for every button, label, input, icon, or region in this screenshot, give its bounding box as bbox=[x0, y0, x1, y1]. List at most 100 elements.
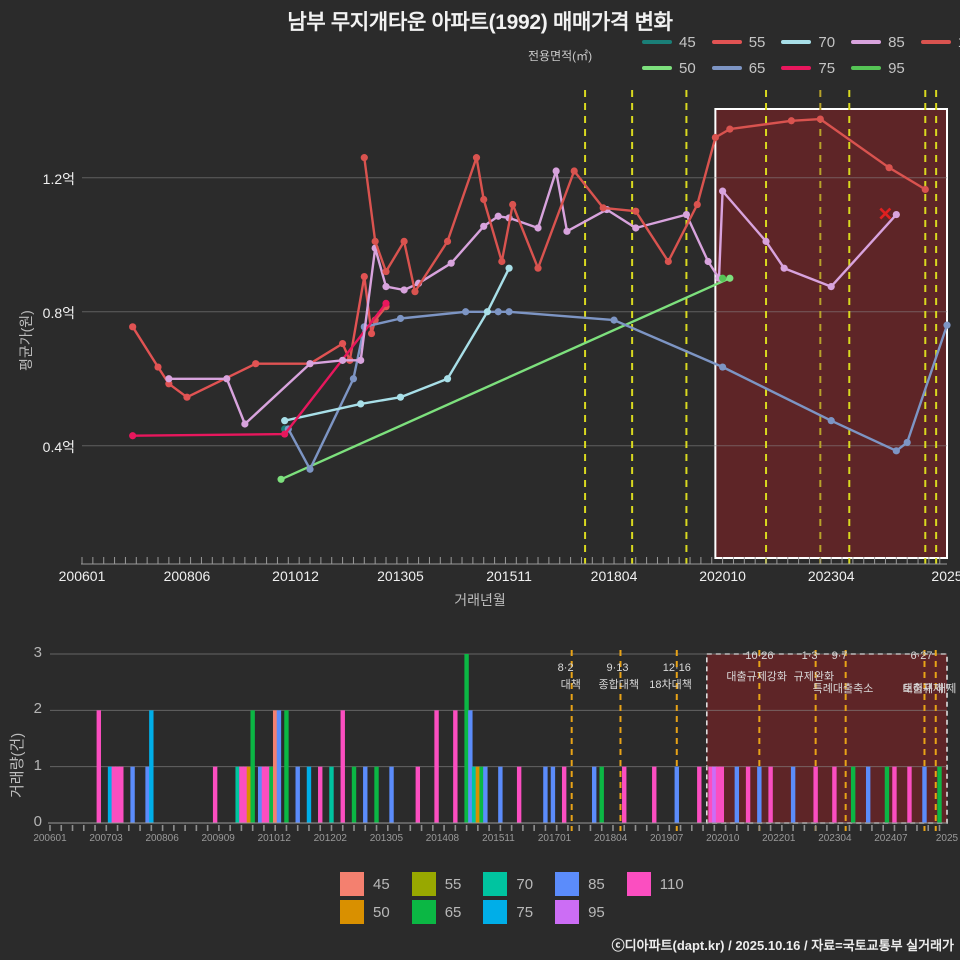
data-point bbox=[711, 133, 719, 142]
top-legend: 전용면적(㎡) 45 55 70 85 110 50 65 75 95 bbox=[528, 28, 960, 82]
volume-bar bbox=[865, 766, 871, 823]
volume-bar bbox=[745, 766, 751, 823]
data-point bbox=[480, 222, 488, 230]
volume-bar bbox=[212, 766, 218, 823]
data-point bbox=[357, 400, 365, 408]
x-axis-tick: 202010 bbox=[706, 833, 740, 844]
top-legend-item-75[interactable]: 75 bbox=[781, 60, 835, 77]
volume-bar bbox=[272, 710, 278, 823]
x-axis-tick: 201804 bbox=[593, 833, 628, 844]
data-point bbox=[570, 167, 578, 175]
data-point bbox=[494, 308, 502, 316]
volume-bar bbox=[622, 766, 627, 823]
volume-bar bbox=[757, 766, 762, 823]
event-date-label: 9·7 bbox=[831, 650, 848, 662]
volume-bar bbox=[471, 766, 477, 823]
series-65 bbox=[284, 308, 951, 473]
bottom-legend-item-45[interactable]: 45 bbox=[340, 872, 390, 896]
y-axis-tick: 1.2억 bbox=[42, 170, 75, 187]
top-legend-item-110[interactable]: 110 bbox=[920, 34, 960, 51]
bottom-legend-item-70[interactable]: 70 bbox=[483, 872, 533, 896]
bottom-legend-row-2: 50 65 75 95 bbox=[340, 900, 627, 924]
data-point bbox=[400, 286, 408, 294]
data-point bbox=[599, 204, 607, 212]
data-point bbox=[252, 360, 260, 368]
series-line bbox=[363, 117, 927, 293]
y-axis-title: 거래량(건) bbox=[9, 732, 26, 798]
bottom-legend-item-55[interactable]: 55 bbox=[411, 872, 461, 896]
bottom-legend-item-85[interactable]: 85 bbox=[555, 872, 605, 896]
bottom-legend-item-75[interactable]: 75 bbox=[483, 900, 533, 924]
data-point bbox=[472, 154, 481, 162]
top-legend-item-65[interactable]: 65 bbox=[711, 60, 765, 77]
data-point bbox=[447, 259, 455, 267]
x-axis-tick: 200909 bbox=[201, 833, 235, 844]
highlight-region bbox=[714, 108, 949, 559]
volume-bar bbox=[434, 710, 439, 823]
data-point bbox=[682, 210, 691, 219]
x-axis-tick: 201907 bbox=[650, 833, 684, 844]
bottom-legend-item-110[interactable]: 110 bbox=[626, 872, 684, 896]
x-axis-tick: 201305 bbox=[377, 568, 424, 584]
data-point bbox=[223, 375, 231, 383]
volume-bar bbox=[242, 766, 248, 823]
data-point bbox=[780, 264, 788, 272]
legend-swatch-icon bbox=[483, 872, 508, 896]
top-legend-item-45[interactable]: 45 bbox=[642, 34, 696, 51]
volume-bar bbox=[96, 710, 101, 823]
top-legend-item-55[interactable]: 55 bbox=[711, 33, 766, 51]
volume-bar bbox=[712, 766, 717, 823]
data-point bbox=[762, 237, 770, 245]
event-name-label: 토허제 해제 bbox=[902, 683, 957, 695]
x-axis-tick: 202304 bbox=[818, 833, 852, 844]
bottom-legend-item-95[interactable]: 95 bbox=[555, 900, 605, 924]
series-75 bbox=[129, 299, 390, 440]
top-legend-item-95[interactable]: 95 bbox=[851, 60, 905, 77]
data-point bbox=[349, 375, 358, 383]
event-date-label: 8·2 bbox=[557, 662, 574, 674]
data-point bbox=[534, 224, 542, 232]
legend-label: 55 bbox=[748, 33, 766, 51]
data-point bbox=[371, 237, 379, 245]
data-point bbox=[787, 117, 795, 125]
volume-bar bbox=[884, 766, 890, 823]
legend-swatch-icon bbox=[626, 872, 651, 896]
bottom-legend-item-50[interactable]: 50 bbox=[340, 900, 390, 924]
data-point bbox=[827, 417, 835, 425]
bottom-legend-item-65[interactable]: 65 bbox=[411, 900, 461, 924]
data-point bbox=[903, 438, 911, 447]
data-point bbox=[411, 288, 419, 296]
data-point bbox=[129, 432, 137, 440]
volume-bar bbox=[265, 766, 270, 823]
volume-bar bbox=[130, 766, 135, 823]
x-axis-tick: 202304 bbox=[807, 568, 855, 584]
x-axis-tick: 2025 bbox=[931, 568, 960, 584]
series-line bbox=[283, 266, 511, 422]
data-point bbox=[338, 356, 347, 364]
data-point bbox=[704, 257, 712, 266]
data-point bbox=[885, 164, 893, 172]
series-line bbox=[131, 302, 388, 437]
data-point bbox=[921, 185, 929, 194]
volume-bar bbox=[115, 766, 120, 823]
data-point bbox=[154, 363, 162, 371]
top-legend-title: 전용면적(㎡) bbox=[528, 49, 593, 63]
volume-bar bbox=[592, 766, 597, 823]
volume-bar bbox=[768, 766, 773, 823]
data-point bbox=[552, 167, 560, 175]
volume-bar bbox=[257, 766, 263, 823]
legend-label: 45 bbox=[373, 875, 390, 893]
event-name-label: 대책 bbox=[560, 679, 581, 691]
data-point bbox=[693, 200, 701, 209]
x-axis-tick: 201202 bbox=[313, 833, 347, 844]
top-legend-item-85[interactable]: 85 bbox=[851, 34, 905, 51]
top-legend-item-50[interactable]: 50 bbox=[642, 60, 696, 77]
top-legend-item-70[interactable]: 70 bbox=[781, 34, 835, 51]
y-axis-tick: 0 bbox=[33, 813, 42, 830]
legend-label: 50 bbox=[679, 59, 696, 77]
data-point bbox=[719, 363, 727, 371]
legend-swatch-icon bbox=[555, 900, 580, 924]
legend-label: 110 bbox=[659, 875, 684, 893]
volume-bar bbox=[269, 766, 274, 823]
